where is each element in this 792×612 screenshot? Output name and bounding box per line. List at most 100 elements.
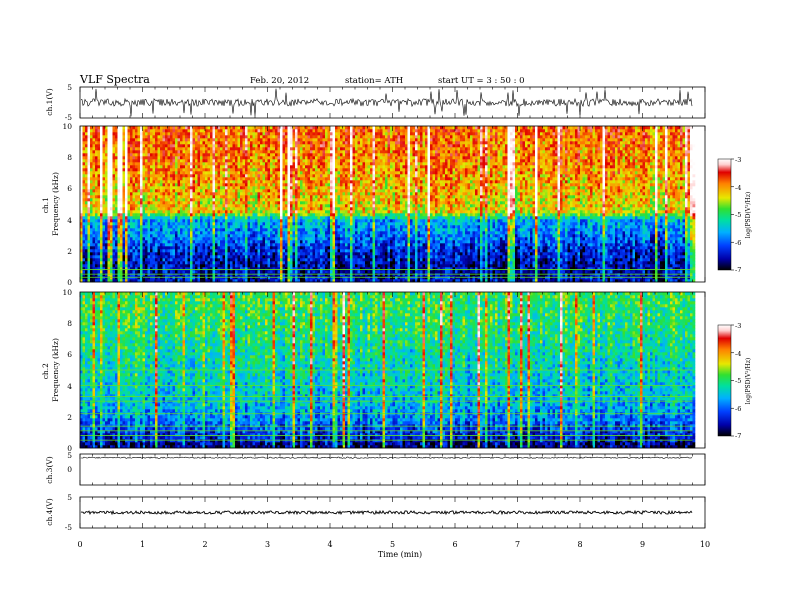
spectrogram-cell	[172, 162, 176, 166]
spectrogram-cell	[192, 243, 196, 247]
spectrogram-cell	[237, 165, 241, 169]
spectrogram-cell	[157, 207, 161, 211]
spectrogram-cell	[250, 147, 253, 151]
spectrogram-cell	[212, 153, 216, 157]
spectrogram-cell	[307, 171, 311, 175]
spectrogram-cell	[305, 264, 308, 268]
spectrogram-cell	[220, 195, 223, 199]
spectrogram-cell	[200, 177, 203, 181]
spectrogram-cell	[242, 243, 246, 247]
spectrogram-cell	[187, 255, 191, 259]
spectrogram-cell	[297, 138, 301, 142]
spectrogram-cell	[162, 237, 166, 241]
spectrogram-cell	[305, 162, 308, 166]
spectrogram-cell	[105, 252, 108, 256]
spectrogram-cell	[147, 222, 151, 226]
spectrogram-cell	[135, 156, 138, 160]
spectrogram-cell	[160, 192, 163, 196]
spectrogram-cell	[215, 192, 218, 196]
spectrogram-cell	[125, 132, 128, 136]
spectrogram-cell	[152, 135, 156, 139]
spectrogram-cell	[295, 138, 298, 142]
spectrogram-cell	[120, 180, 123, 184]
spectrogram-cell	[162, 252, 166, 256]
spectrogram-cell	[122, 213, 126, 217]
spectrogram-cell	[290, 213, 293, 217]
spectrogram-cell	[140, 174, 143, 178]
spectrogram-cell	[280, 267, 283, 271]
spectrogram-cell	[192, 270, 196, 274]
spectrogram-cell	[110, 252, 113, 256]
spectrogram-cell	[180, 183, 183, 187]
spectrogram-cell	[170, 237, 173, 241]
spectrogram-cell	[190, 207, 193, 211]
spectrogram-cell	[132, 156, 136, 160]
spectrogram-cell	[305, 222, 308, 226]
spectrogram-cell	[160, 138, 163, 142]
spectrogram-cell	[202, 132, 206, 136]
spectrogram-cell	[182, 255, 186, 259]
spectrogram-cell	[145, 129, 148, 133]
spectrogram-cell	[157, 231, 161, 235]
spectrogram-cell	[297, 141, 301, 145]
spectrogram-cell	[257, 216, 261, 220]
spectrogram-cell	[302, 237, 306, 241]
spectrogram-cell	[202, 249, 206, 253]
spectrogram-cell	[120, 258, 123, 262]
spectrogram-cell	[122, 234, 126, 238]
spectrogram-cell	[200, 213, 203, 217]
spectrogram-cell	[277, 204, 281, 208]
spectrogram-cell	[120, 222, 123, 226]
spectrogram-cell	[192, 231, 196, 235]
spectrogram-cell	[147, 216, 151, 220]
spectrogram-cell	[275, 222, 278, 226]
spectrogram-cell	[112, 156, 116, 160]
spectrogram-cell	[177, 246, 181, 250]
spectrogram-cell	[270, 234, 273, 238]
spectrogram-cell	[242, 225, 246, 229]
spectrogram-cell	[182, 159, 186, 163]
spectrogram-cell	[257, 183, 261, 187]
spectrogram-cell	[190, 201, 193, 205]
spectrogram-cell	[197, 141, 201, 145]
spectrogram-cell	[167, 168, 171, 172]
spectrogram-cell	[197, 138, 201, 142]
spectrogram-cell	[195, 135, 198, 139]
spectrogram-cell	[125, 261, 128, 265]
spectrogram-cell	[195, 192, 198, 196]
spectrogram-cell	[167, 189, 171, 193]
spectrogram-cell	[267, 267, 271, 271]
spectrogram-cell	[270, 279, 273, 283]
spectrogram-cell	[297, 171, 301, 175]
spectrogram-cell	[165, 261, 168, 265]
spectrogram-cell	[90, 144, 93, 148]
spectrogram-cell	[147, 174, 151, 178]
spectrogram-cell	[150, 222, 153, 226]
spectrogram-cell	[145, 162, 148, 166]
spectrogram-cell	[287, 129, 291, 133]
spectrogram-cell	[232, 183, 236, 187]
spectrogram-cell	[262, 177, 266, 181]
spectrogram-cell	[297, 219, 301, 223]
spectrogram-cell	[312, 225, 316, 229]
spectrogram-cell	[230, 195, 233, 199]
spectrogram-cell	[107, 243, 111, 247]
spectrogram-cell	[297, 195, 301, 199]
spectrogram-cell	[207, 168, 211, 172]
spectrogram-cell	[255, 264, 258, 268]
spectrogram-cell	[135, 234, 138, 238]
spectrogram-cell	[232, 195, 236, 199]
spectrogram-cell	[200, 183, 203, 187]
spectrogram-cell	[95, 255, 98, 259]
spectrogram-cell	[245, 225, 248, 229]
spectrogram-cell	[97, 216, 101, 220]
spectrogram-cell	[155, 153, 158, 157]
spectrogram-cell	[262, 165, 266, 169]
spectrogram-cell	[310, 132, 313, 136]
spectrogram-cell	[142, 249, 146, 253]
spectrogram-cell	[150, 240, 153, 244]
spectrogram-cell	[245, 156, 248, 160]
spectrogram-cell	[275, 138, 278, 142]
spectrogram-cell	[265, 126, 268, 130]
spectrogram-cell	[217, 141, 221, 145]
